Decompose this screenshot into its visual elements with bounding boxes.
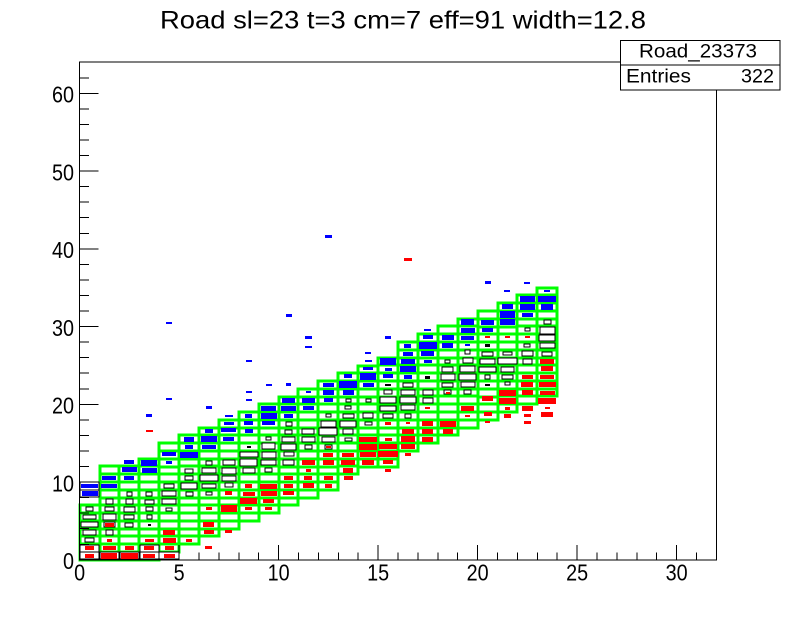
svg-text:322: 322 — [741, 66, 774, 87]
svg-text:0: 0 — [63, 548, 74, 574]
svg-text:50: 50 — [52, 159, 74, 185]
svg-text:Road_23373: Road_23373 — [639, 42, 757, 63]
svg-text:60: 60 — [52, 82, 74, 108]
svg-text:30: 30 — [52, 315, 74, 341]
svg-text:20: 20 — [52, 393, 74, 419]
svg-text:10: 10 — [52, 470, 74, 496]
svg-text:Entries: Entries — [626, 66, 691, 87]
svg-text:5: 5 — [174, 560, 185, 586]
svg-text:25: 25 — [566, 560, 588, 586]
svg-text:Road sl=23 t=3 cm=7 eff=91 wid: Road sl=23 t=3 cm=7 eff=91 width=12.8 — [160, 7, 646, 35]
svg-text:20: 20 — [467, 560, 489, 586]
svg-text:30: 30 — [666, 560, 688, 586]
svg-text:15: 15 — [367, 560, 389, 586]
svg-text:40: 40 — [52, 237, 74, 263]
svg-text:10: 10 — [268, 560, 290, 586]
svg-text:0: 0 — [74, 560, 85, 586]
